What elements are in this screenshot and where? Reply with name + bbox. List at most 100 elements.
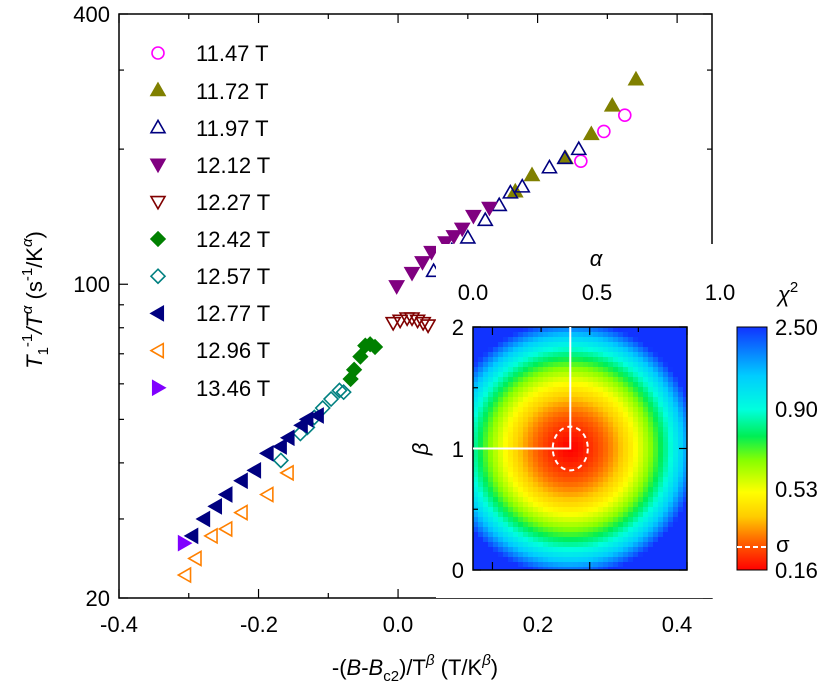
legend-label-13-46: 13.46 T — [196, 376, 270, 401]
heatmap-cell — [673, 332, 679, 338]
heatmap-cell — [658, 422, 664, 428]
heatmap-cell — [658, 487, 664, 493]
heatmap-cell — [498, 387, 504, 393]
heatmap-cell — [598, 487, 604, 493]
heatmap-cell — [508, 342, 514, 348]
heatmap-cell — [633, 552, 639, 558]
heatmap-cell — [673, 487, 679, 493]
heatmap-cell — [613, 377, 619, 383]
heatmap-cell — [523, 502, 529, 508]
heatmap-cell — [498, 522, 504, 528]
heatmap-cell — [618, 367, 624, 373]
heatmap-cell — [513, 332, 519, 338]
heatmap-cell — [503, 547, 509, 553]
heatmap-cell — [653, 367, 659, 373]
heatmap-cell — [678, 377, 684, 383]
heatmap-cell — [598, 412, 604, 418]
heatmap-cell — [538, 532, 544, 538]
heatmap-cell — [628, 407, 634, 413]
heatmap-cell — [598, 342, 604, 348]
heatmap-cell — [538, 352, 544, 358]
heatmap-cell — [518, 507, 524, 513]
heatmap-cell — [518, 407, 524, 413]
heatmap-cell — [678, 512, 684, 518]
heatmap-cell — [488, 422, 494, 428]
legend-markers — [149, 46, 167, 397]
heatmap-cell — [658, 467, 664, 473]
heatmap-cell — [618, 467, 624, 473]
heatmap-cell — [528, 452, 534, 458]
heatmap-cell — [493, 337, 499, 343]
heatmap-cell — [518, 332, 524, 338]
heatmap-cell — [588, 467, 594, 473]
heatmap-cell — [563, 372, 569, 378]
heatmap-cell — [648, 377, 654, 383]
heatmap-cell — [523, 467, 529, 473]
heatmap-cell — [533, 387, 539, 393]
heatmap-cell — [548, 382, 554, 388]
heatmap-cell — [543, 357, 549, 363]
heatmap-cell — [588, 382, 594, 388]
heatmap-cell — [518, 347, 524, 353]
heatmap-cell — [638, 457, 644, 463]
heatmap-cell — [653, 432, 659, 438]
heatmap-cell — [613, 387, 619, 393]
heatmap-cell — [478, 562, 484, 568]
heatmap-cell — [603, 457, 609, 463]
heatmap-cell — [493, 367, 499, 373]
y-tick-label-400: 400 — [73, 2, 110, 27]
heatmap-cell — [668, 487, 674, 493]
heatmap-cell — [643, 492, 649, 498]
heatmap-cell — [583, 462, 589, 468]
heatmap-cell — [568, 527, 574, 533]
heatmap-cell — [598, 387, 604, 393]
heatmap-cell — [618, 412, 624, 418]
heatmap-cell — [673, 407, 679, 413]
heatmap-cell — [643, 467, 649, 473]
heatmap-cell — [653, 522, 659, 528]
heatmap-cell — [668, 422, 674, 428]
heatmap-cell — [508, 382, 514, 388]
heatmap-cell — [523, 387, 529, 393]
heatmap-cell — [538, 457, 544, 463]
heatmap-cell — [683, 467, 687, 473]
heatmap-cell — [668, 537, 674, 543]
heatmap-cell — [503, 437, 509, 443]
heatmap-cell — [678, 327, 684, 333]
heatmap-cell — [543, 352, 549, 358]
heatmap-cell — [503, 402, 509, 408]
heatmap-cell — [493, 327, 499, 333]
heatmap-cell — [673, 392, 679, 398]
heatmap-cell — [473, 517, 479, 523]
heatmap-cell — [658, 557, 664, 563]
heatmap-cell — [503, 542, 509, 548]
heatmap-cell — [638, 452, 644, 458]
legend-marker-12-96-T — [149, 342, 165, 359]
heatmap-cell — [638, 437, 644, 443]
heatmap-cell — [533, 492, 539, 498]
heatmap-cell — [563, 457, 569, 463]
heatmap-cell — [553, 532, 559, 538]
heatmap-cell — [538, 467, 544, 473]
heatmap-cell — [653, 417, 659, 423]
heatmap-cell — [608, 507, 614, 513]
heatmap-cell — [608, 387, 614, 393]
heatmap-cell — [573, 512, 579, 518]
heatmap-cell — [563, 422, 569, 428]
heatmap-cell — [568, 522, 574, 528]
heatmap-cell — [573, 422, 579, 428]
heatmap-cell — [563, 407, 569, 413]
heatmap-cell — [498, 342, 504, 348]
heatmap-cell — [673, 527, 679, 533]
heatmap-cell — [543, 452, 549, 458]
heatmap-cell — [503, 502, 509, 508]
heatmap-cell — [663, 567, 669, 570]
heatmap-cell — [488, 357, 494, 363]
heatmap-cell — [618, 432, 624, 438]
heatmap-cell — [473, 342, 479, 348]
heatmap-cell — [633, 507, 639, 513]
heatmap-cell — [498, 367, 504, 373]
heatmap-cell — [528, 402, 534, 408]
heatmap-cell — [518, 337, 524, 343]
data-point-12-96-T — [187, 550, 202, 567]
